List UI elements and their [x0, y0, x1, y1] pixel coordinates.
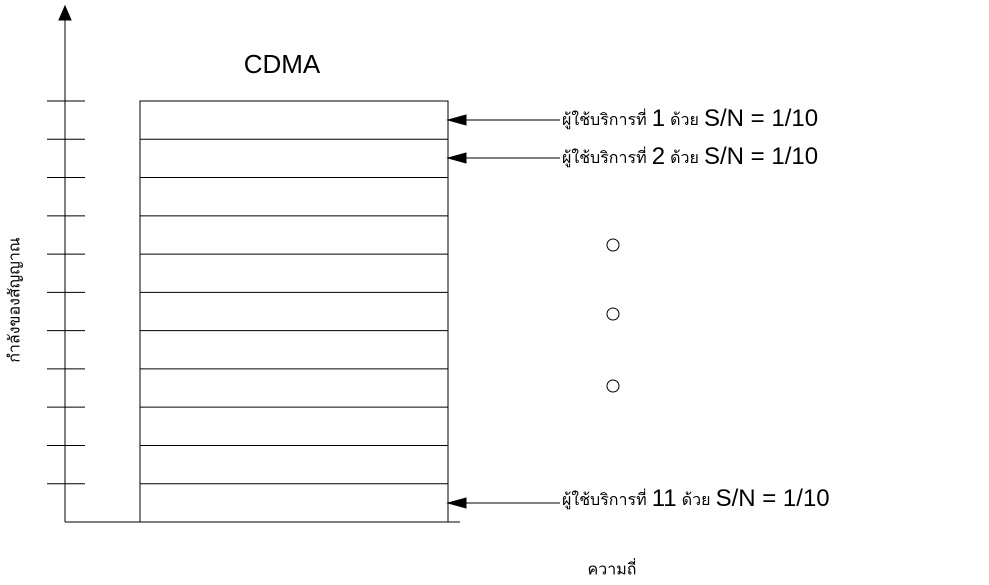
snr: S/N = 1/10: [704, 105, 818, 132]
user-text: ผู้ใช้บริการที่: [562, 146, 647, 168]
user-label: ผู้ใช้บริการที่ 1 ด้วย S/N = 1/10: [562, 105, 818, 132]
arrow-head: [446, 497, 467, 509]
arrows: [446, 114, 560, 509]
y-axis-label: กำลังของสัญญาณ: [5, 237, 24, 363]
user-number: 1: [652, 105, 665, 132]
snr: S/N = 1/10: [716, 485, 830, 512]
tick-group: [47, 100, 85, 485]
ellipsis-dot: [606, 238, 620, 252]
user-text: ผู้ใช้บริการที่: [562, 488, 647, 510]
ellipsis-dot: [606, 379, 620, 393]
with-text: ด้วย: [670, 148, 699, 167]
with-text: ด้วย: [670, 110, 699, 129]
user-number: 2: [652, 143, 665, 170]
y-axis-arrow: [58, 4, 72, 21]
band-box: [139, 100, 449, 523]
title: CDMA: [244, 49, 321, 79]
with-text: ด้วย: [682, 490, 711, 509]
snr: S/N = 1/10: [704, 143, 818, 170]
x-axis-label: ความถี่: [588, 558, 637, 579]
row-group: [140, 138, 448, 485]
user-text: ผู้ใช้บริการที่: [562, 108, 647, 130]
user-label: ผู้ใช้บริการที่ 11 ด้วย S/N = 1/10: [562, 485, 830, 512]
user-number: 11: [652, 485, 677, 512]
arrow-head: [446, 114, 467, 126]
arrow-head: [446, 152, 467, 164]
ellipsis-dot: [606, 307, 620, 321]
user-label: ผู้ใช้บริการที่ 2 ด้วย S/N = 1/10: [562, 143, 818, 170]
